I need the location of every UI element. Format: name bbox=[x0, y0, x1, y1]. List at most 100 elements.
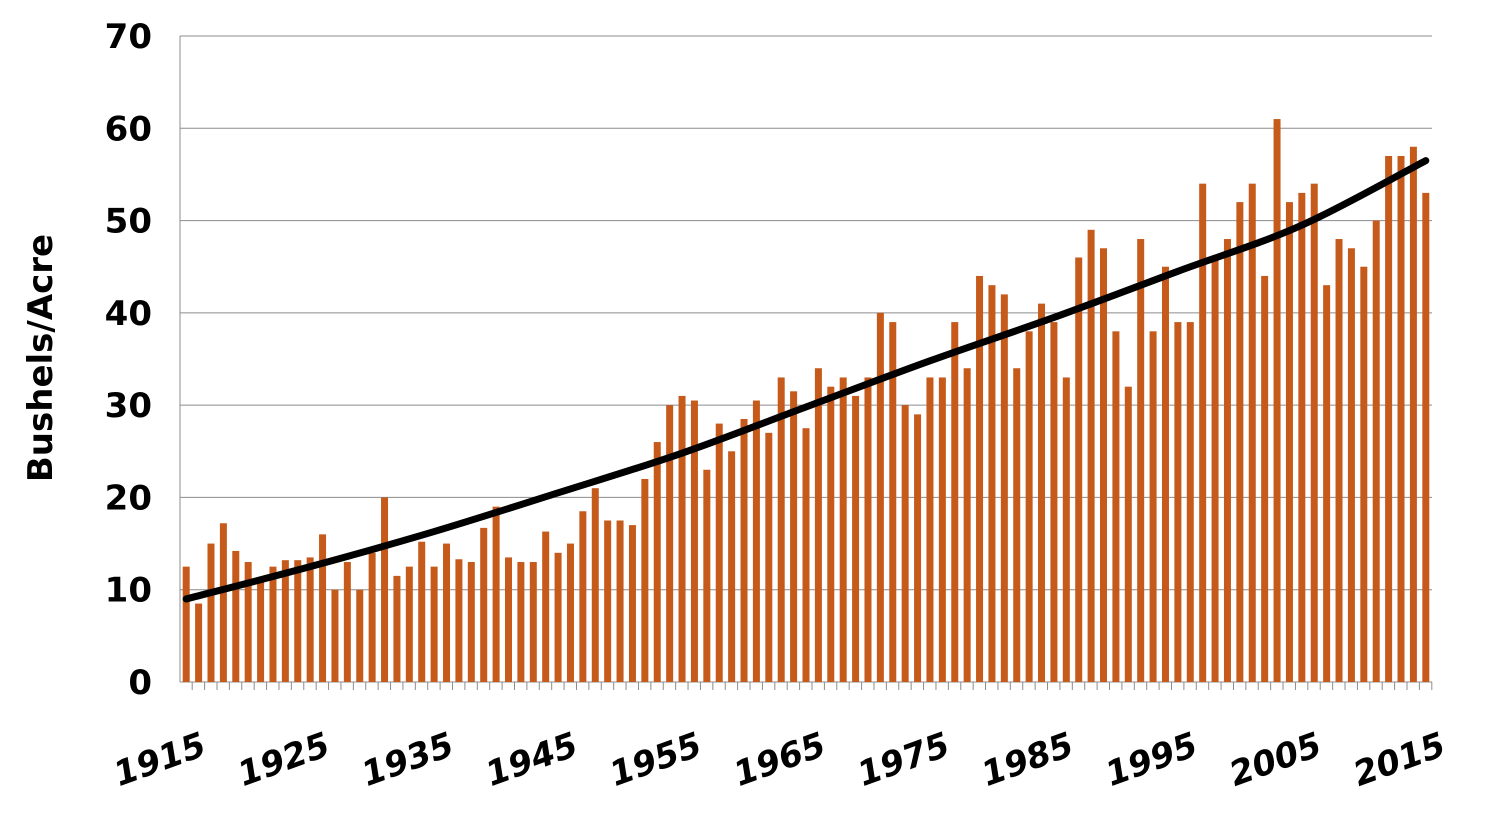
bar bbox=[1335, 239, 1343, 682]
y-tick-label: 30 bbox=[105, 386, 152, 426]
x-tick-label: 1935 bbox=[357, 725, 460, 795]
bar bbox=[777, 377, 785, 682]
bar bbox=[393, 575, 401, 682]
bar bbox=[455, 559, 463, 682]
bar bbox=[244, 562, 252, 682]
bar bbox=[814, 368, 822, 682]
bar bbox=[802, 428, 810, 682]
x-tick-label: 1985 bbox=[976, 725, 1079, 795]
bar bbox=[653, 442, 661, 682]
bar bbox=[529, 562, 537, 682]
bar bbox=[418, 541, 426, 682]
bar bbox=[1199, 183, 1207, 682]
bar bbox=[1149, 331, 1157, 682]
bar bbox=[566, 543, 574, 682]
bar bbox=[1397, 155, 1405, 682]
bar bbox=[1000, 294, 1008, 682]
bar bbox=[839, 377, 847, 682]
x-tick-label: 2015 bbox=[1348, 725, 1451, 795]
bar bbox=[1236, 202, 1244, 682]
bar bbox=[195, 603, 203, 682]
x-tick-label: 1955 bbox=[605, 725, 708, 795]
bar bbox=[1100, 248, 1108, 682]
bar bbox=[1422, 192, 1430, 682]
bar bbox=[1248, 183, 1256, 682]
bar bbox=[1323, 285, 1331, 682]
bar bbox=[319, 534, 327, 682]
bar bbox=[889, 322, 897, 682]
bar bbox=[951, 322, 959, 682]
bar bbox=[1223, 239, 1231, 682]
bar bbox=[628, 525, 636, 682]
bar bbox=[988, 285, 996, 682]
x-tick-label: 1915 bbox=[109, 725, 212, 795]
bar bbox=[914, 414, 922, 682]
bar bbox=[666, 405, 674, 682]
bar bbox=[467, 562, 475, 682]
bar bbox=[381, 497, 389, 682]
bar bbox=[1174, 322, 1182, 682]
bar bbox=[182, 566, 190, 682]
bar bbox=[926, 377, 934, 682]
bar bbox=[1137, 239, 1145, 682]
x-tick-label: 1995 bbox=[1100, 725, 1203, 795]
bar bbox=[430, 566, 438, 682]
bar bbox=[1050, 322, 1058, 682]
bar bbox=[219, 523, 227, 682]
bar bbox=[1372, 220, 1380, 683]
bar bbox=[1261, 275, 1269, 682]
y-tick-label: 10 bbox=[105, 571, 152, 611]
y-tick-label: 0 bbox=[128, 663, 152, 703]
bar bbox=[232, 550, 240, 682]
bar bbox=[728, 451, 736, 682]
bar bbox=[1087, 229, 1095, 683]
y-axis-label: Bushels/Acre bbox=[21, 234, 61, 482]
bar bbox=[294, 560, 302, 682]
bar bbox=[306, 557, 314, 682]
bar bbox=[876, 312, 884, 682]
bar bbox=[405, 566, 413, 682]
bar bbox=[827, 386, 835, 682]
bar bbox=[1062, 377, 1070, 682]
bar bbox=[752, 400, 760, 682]
bar bbox=[1211, 257, 1219, 682]
bar bbox=[1038, 303, 1046, 682]
bar bbox=[864, 377, 872, 682]
bar bbox=[1186, 322, 1194, 682]
x-tick-label: 1925 bbox=[233, 725, 336, 795]
bar bbox=[257, 580, 265, 682]
bar bbox=[1112, 331, 1120, 682]
bar bbox=[604, 520, 612, 682]
y-tick-label: 50 bbox=[105, 202, 152, 242]
bar bbox=[591, 488, 599, 682]
x-tick-label: 1975 bbox=[852, 725, 955, 795]
bar bbox=[790, 391, 798, 682]
bar bbox=[1409, 146, 1417, 682]
bar bbox=[1298, 192, 1306, 682]
trend-line bbox=[182, 157, 1430, 603]
bar bbox=[901, 405, 909, 682]
bar bbox=[480, 527, 488, 682]
bar bbox=[852, 395, 860, 682]
bar bbox=[938, 377, 946, 682]
bar bbox=[715, 423, 723, 682]
bar bbox=[542, 531, 550, 682]
y-tick-label: 20 bbox=[105, 478, 152, 518]
bar bbox=[641, 478, 649, 682]
x-tick-label: 1965 bbox=[728, 725, 831, 795]
bar bbox=[1285, 202, 1293, 682]
bar bbox=[554, 552, 562, 682]
bar bbox=[1273, 119, 1281, 683]
bar bbox=[517, 562, 525, 682]
bar bbox=[356, 589, 364, 682]
bar bbox=[616, 520, 624, 682]
bar bbox=[207, 543, 215, 682]
bar bbox=[368, 552, 376, 682]
bar bbox=[703, 469, 711, 682]
bar bbox=[504, 557, 512, 682]
bar bbox=[765, 432, 773, 682]
bar bbox=[1075, 257, 1083, 682]
bar bbox=[678, 395, 686, 682]
bar bbox=[269, 566, 277, 682]
